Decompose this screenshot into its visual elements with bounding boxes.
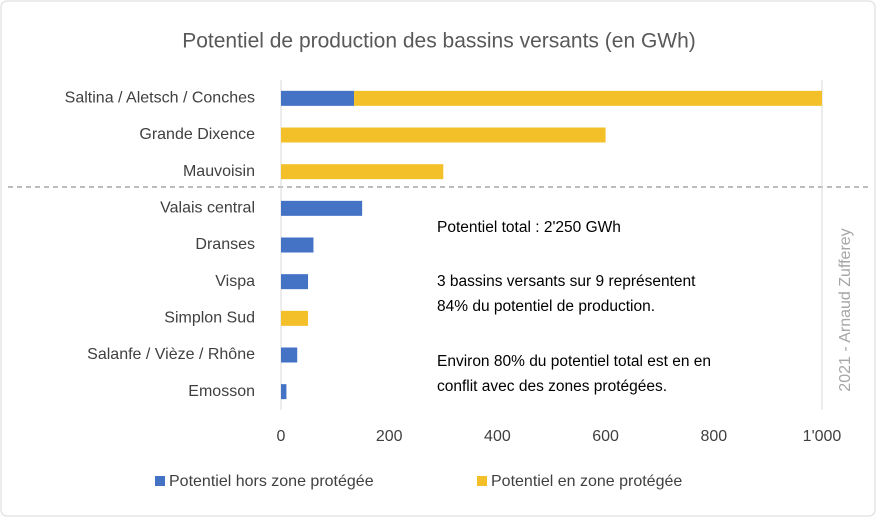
credit: 2021 - Arnaud Zufferey [837,228,854,391]
bar [281,310,309,326]
y-tick-label: Saltina / Aletsch / Conches [65,90,255,107]
y-tick-label: Valais central [160,200,255,217]
legend-label: Potentiel hors zone protégée [169,473,374,490]
bar [281,90,355,106]
bar [354,90,822,106]
y-tick-label: Grande Dixence [139,126,255,143]
y-tick-label: Salanfe / Vièze / Rhône [87,346,255,363]
x-tick-label: 400 [484,428,511,445]
legend-swatch [477,476,487,486]
y-tick-label: Simplon Sud [164,310,255,327]
bar [281,347,298,363]
legend-swatch [155,476,165,486]
y-tick-label: Dranses [195,236,255,253]
bar [281,200,363,216]
x-tick-label: 800 [700,428,727,445]
bar [281,237,314,253]
y-tick-label: Mauvoisin [183,163,255,180]
x-tick-label: 0 [277,428,286,445]
annotation: 84% du potentiel de production. [437,298,655,315]
annotation: conflit avec des zones protégées. [437,378,667,395]
bar [281,274,309,290]
bar [281,127,606,143]
x-tick-label: 600 [592,428,619,445]
annotation: Environ 80% du potentiel total est en en [437,353,711,370]
chart-title: Potentiel de production des bassins vers… [182,30,696,53]
annotation: 3 bassins versants sur 9 représentent [437,273,696,290]
x-tick-label: 200 [376,428,403,445]
x-tick-label: 1'000 [803,428,842,445]
annotation: Potentiel total : 2'250 GWh [437,219,621,236]
bar [281,384,287,400]
bar [281,164,444,180]
y-tick-label: Emosson [188,383,255,400]
legend-label: Potentiel en zone protégée [491,473,682,490]
y-tick-label: Vispa [215,273,255,290]
